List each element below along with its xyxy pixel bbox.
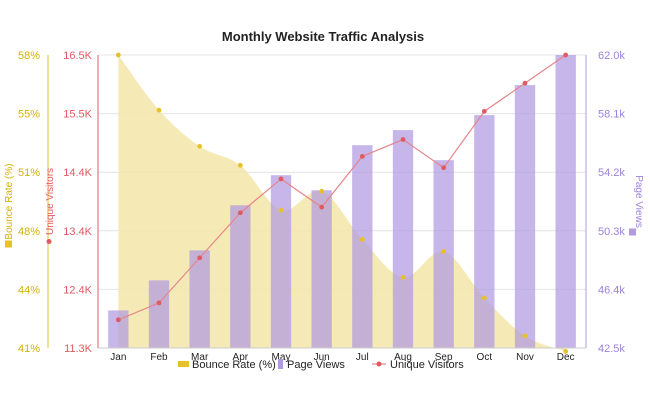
legend-visitors-dot xyxy=(376,361,382,367)
bounce-rate-point xyxy=(563,349,569,354)
bounce-tick-label: 58% xyxy=(18,50,40,62)
x-tick-label: Aug xyxy=(394,352,412,363)
page-views-tick-label: 42.5k xyxy=(598,343,625,355)
legend-bounce-label: Bounce Rate (%) xyxy=(192,359,276,371)
page-views-bar xyxy=(352,145,373,348)
page-views-bar xyxy=(270,175,292,348)
page-views-tick-label: 46.4k xyxy=(598,284,625,296)
x-tick-label: Jan xyxy=(110,352,126,363)
page-views-bar xyxy=(230,205,251,348)
page-views-bar xyxy=(148,280,170,348)
page-views-bar xyxy=(392,130,414,348)
page-views-bar xyxy=(514,85,536,349)
bounce-rate-area xyxy=(118,55,566,352)
legend-layer: Bounce Rate (%) Page Views Unique Visitors xyxy=(178,359,464,371)
page-views-axis-marker xyxy=(629,228,636,236)
legend-bounce-swatch xyxy=(178,361,189,367)
unique-visitors-line xyxy=(118,54,567,321)
x-tick-label: Jul xyxy=(356,352,369,363)
bounce-rate-point xyxy=(237,162,243,168)
bounce-rate-point xyxy=(400,274,406,280)
bounce-tick-label: 55% xyxy=(18,109,40,121)
visitors-tick-label: 12.4K xyxy=(63,284,92,296)
legend-visitors-label: Unique Visitors xyxy=(390,359,464,371)
bounce-axis-title: Bounce Rate (%) xyxy=(4,163,15,239)
unique-visitors-point xyxy=(481,108,487,114)
page-views-tick-label: 54.2k xyxy=(598,167,625,179)
x-tick-label: May xyxy=(272,352,291,363)
unique-visitors-point xyxy=(359,154,365,159)
visitors-tick-label: 14.4K xyxy=(63,167,92,179)
visitors-tick-label: 11.3K xyxy=(64,343,93,355)
chart-title: Monthly Website Traffic Analysis xyxy=(222,29,424,44)
bounce-rate-point xyxy=(115,52,121,58)
line-layer xyxy=(115,52,569,354)
x-tick-label: Jun xyxy=(314,352,330,363)
legend-page-views-label: Page Views xyxy=(287,359,345,371)
page-views-bar xyxy=(474,115,495,348)
bounce-rate-point xyxy=(481,295,487,301)
unique-visitors-point xyxy=(522,80,528,86)
bounce-rate-point xyxy=(522,333,528,339)
unique-visitors-point xyxy=(156,300,162,306)
bounce-tick-label: 48% xyxy=(18,226,40,238)
bounce-rate-point xyxy=(359,237,365,242)
unique-visitors-point xyxy=(319,204,325,210)
x-tick-label: Dec xyxy=(557,352,575,363)
visitors-tick-label: 13.4K xyxy=(63,226,92,238)
bounce-rate-point xyxy=(156,107,162,113)
unique-visitors-point xyxy=(115,317,121,323)
bar-layer xyxy=(108,55,576,349)
bounce-rate-point xyxy=(319,188,325,194)
area-layer xyxy=(118,55,566,352)
x-tick-label: Nov xyxy=(516,352,534,363)
bounce-tick-label: 44% xyxy=(18,284,40,296)
visitors-axis-title: Unique Visitors xyxy=(45,168,56,235)
visitors-axis-marker xyxy=(46,239,52,244)
visitors-tick-label: 15.5K xyxy=(63,109,92,121)
x-tick-label: Mar xyxy=(191,352,209,363)
unique-visitors-point xyxy=(237,210,243,216)
x-tick-label: Apr xyxy=(233,352,249,363)
unique-visitors-point xyxy=(278,176,284,182)
unique-visitors-point xyxy=(441,165,447,171)
bounce-tick-label: 41% xyxy=(18,343,40,355)
page-views-tick-label: 50.3k xyxy=(598,226,625,238)
page-views-bar xyxy=(108,310,129,348)
bounce-tick-label: 51% xyxy=(18,167,40,179)
page-views-bar xyxy=(555,55,576,348)
bounce-rate-point xyxy=(197,143,203,149)
unique-visitors-point xyxy=(563,52,569,58)
page-views-bar xyxy=(433,160,454,348)
x-tick-label: Oct xyxy=(477,352,493,363)
page-views-bar xyxy=(189,250,210,348)
page-views-tick-label: 58.1k xyxy=(598,109,625,121)
bounce-axis-marker xyxy=(5,240,12,248)
bounce-rate-point xyxy=(441,249,447,254)
visitors-tick-label: 16.5K xyxy=(63,50,92,62)
page-views-bar xyxy=(311,190,332,348)
bounce-rate-point xyxy=(278,207,284,213)
axis-layer: 41% 11.3K 42.5k 44% 12.4K 46.4k 48% 13.4K 50.3k 5… xyxy=(4,50,644,363)
x-tick-label: Feb xyxy=(150,352,168,363)
page-views-tick-label: 62.0k xyxy=(598,50,625,62)
page-views-axis-title: Page Views xyxy=(633,175,644,228)
unique-visitors-point xyxy=(400,137,406,142)
unique-visitors-point xyxy=(197,255,203,261)
x-tick-label: Sep xyxy=(435,352,453,363)
legend-page-views-swatch xyxy=(278,359,283,369)
